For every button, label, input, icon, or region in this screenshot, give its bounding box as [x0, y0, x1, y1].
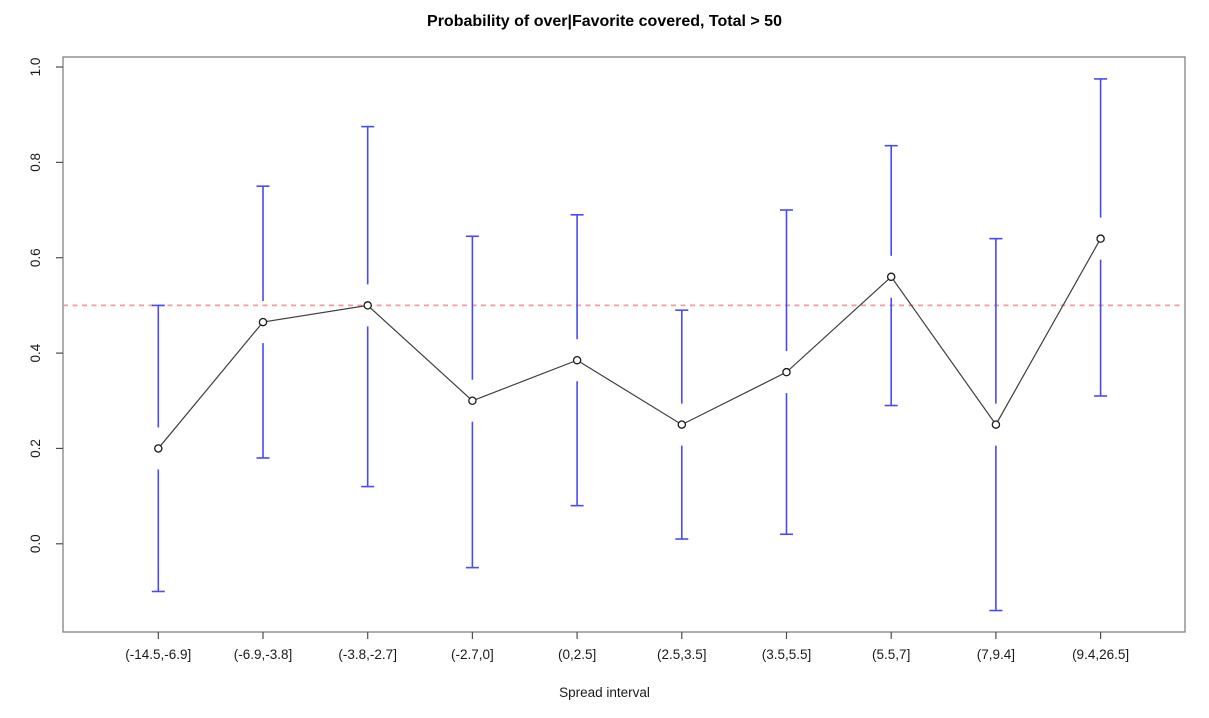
- data-point-marker: [782, 367, 791, 377]
- data-point-marker: [572, 355, 582, 365]
- x-axis-tick-label: (5.5,7]: [872, 647, 910, 662]
- x-axis-tick-label: (3.5,5.5]: [762, 647, 812, 662]
- x-axis-tick-label: (-14.5,-6.9]: [125, 647, 191, 662]
- y-axis-tick-label: 1.0: [28, 58, 43, 77]
- y-axis-tick-label: 0.0: [28, 534, 43, 553]
- y-axis-tick-label: 0.2: [28, 439, 43, 458]
- plot-box: [62, 56, 1186, 633]
- chart-title: Probability of over|Favorite covered, To…: [427, 13, 782, 30]
- x-axis-title: Spread interval: [559, 685, 650, 700]
- data-point-marker: [886, 272, 896, 282]
- x-axis-tick-label: (-3.8,-2.7]: [338, 647, 397, 662]
- data-point-marker: [1096, 234, 1105, 243]
- x-axis-tick-label: (-2.7,0]: [451, 647, 494, 662]
- y-axis-tick-label: 0.8: [28, 153, 43, 172]
- x-axis-tick-label: (9.4,26.5]: [1072, 647, 1129, 662]
- data-point-marker: [363, 301, 372, 310]
- data-point-marker: [468, 396, 477, 406]
- data-point-marker: [258, 317, 268, 327]
- data-point-marker: [154, 444, 163, 453]
- y-axis-tick-label: 0.4: [28, 343, 43, 362]
- data-point-marker: [677, 420, 687, 429]
- x-axis-tick-label: (-6.9,-3.8]: [234, 647, 293, 662]
- y-axis-tick-label: 0.6: [28, 248, 43, 267]
- series-line: [157, 238, 1102, 449]
- data-point-marker: [991, 420, 1001, 429]
- x-axis-tick-label: (0,2.5]: [558, 647, 596, 662]
- x-axis-tick-label: (7,9.4]: [977, 647, 1015, 662]
- x-axis-tick-label: (2.5,3.5]: [657, 647, 707, 662]
